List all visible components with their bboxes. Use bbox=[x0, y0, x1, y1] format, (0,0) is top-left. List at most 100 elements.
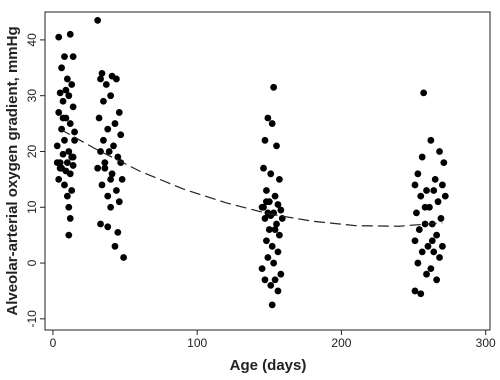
data-point bbox=[418, 153, 426, 161]
data-point bbox=[105, 148, 113, 155]
data-point bbox=[267, 170, 275, 178]
data-point bbox=[65, 92, 73, 100]
data-point bbox=[98, 181, 106, 189]
data-point bbox=[433, 276, 441, 284]
data-point bbox=[59, 150, 67, 158]
data-point bbox=[110, 142, 117, 150]
data-point bbox=[418, 248, 426, 256]
data-point bbox=[104, 125, 112, 133]
data-point bbox=[104, 223, 112, 231]
data-point bbox=[274, 287, 282, 295]
data-point bbox=[115, 198, 123, 206]
data-point bbox=[411, 237, 419, 245]
data-point bbox=[69, 162, 77, 169]
data-point bbox=[430, 248, 438, 256]
data-point bbox=[63, 192, 71, 200]
data-point bbox=[71, 128, 78, 136]
data-point bbox=[414, 259, 422, 267]
data-point bbox=[258, 265, 266, 273]
data-point bbox=[120, 254, 128, 261]
data-point bbox=[421, 203, 429, 211]
data-point bbox=[97, 220, 104, 228]
data-point bbox=[97, 75, 104, 83]
data-point bbox=[417, 192, 425, 200]
data-point bbox=[69, 103, 77, 111]
data-point bbox=[433, 231, 441, 239]
data-point bbox=[277, 270, 285, 278]
data-point bbox=[61, 136, 68, 144]
data-point bbox=[274, 201, 282, 208]
data-point bbox=[65, 231, 73, 239]
x-tick-label: 100 bbox=[187, 336, 207, 350]
data-point bbox=[268, 120, 276, 127]
data-point bbox=[261, 215, 269, 222]
data-point bbox=[438, 242, 446, 250]
data-point bbox=[113, 187, 120, 194]
data-point bbox=[98, 69, 106, 77]
data-point bbox=[56, 164, 64, 172]
data-point bbox=[61, 181, 68, 189]
data-point bbox=[431, 175, 439, 183]
data-point bbox=[265, 226, 273, 233]
data-point bbox=[268, 242, 276, 250]
x-tick-label: 0 bbox=[50, 336, 57, 350]
data-point bbox=[111, 120, 119, 127]
data-point bbox=[420, 89, 428, 97]
data-point bbox=[261, 276, 269, 284]
data-point bbox=[66, 120, 74, 127]
y-tick-label: 30 bbox=[25, 89, 39, 103]
data-point bbox=[271, 276, 279, 284]
data-point bbox=[423, 187, 430, 194]
data-point bbox=[258, 203, 266, 211]
data-point bbox=[413, 209, 420, 217]
data-point bbox=[68, 187, 76, 194]
data-point bbox=[101, 164, 109, 172]
data-point bbox=[421, 220, 429, 228]
data-point bbox=[69, 153, 77, 161]
data-point bbox=[66, 30, 74, 38]
data-point bbox=[273, 220, 280, 228]
data-point bbox=[66, 170, 74, 178]
data-point bbox=[113, 75, 120, 83]
data-point bbox=[95, 114, 103, 122]
data-point bbox=[58, 64, 65, 72]
data-point bbox=[441, 192, 449, 200]
data-point bbox=[55, 175, 63, 183]
data-point bbox=[115, 109, 123, 116]
data-point bbox=[276, 175, 283, 183]
data-point bbox=[417, 290, 425, 298]
data-point bbox=[415, 226, 423, 233]
data-point bbox=[277, 206, 285, 214]
y-tick-label: 10 bbox=[25, 200, 39, 214]
data-point bbox=[436, 254, 443, 261]
data-point bbox=[61, 53, 68, 61]
data-point bbox=[94, 16, 102, 24]
data-point bbox=[261, 136, 269, 144]
data-point bbox=[63, 75, 71, 83]
x-tick-label: 200 bbox=[331, 336, 351, 350]
fit-curve bbox=[59, 128, 443, 227]
y-tick-label: 40 bbox=[25, 33, 39, 47]
data-point bbox=[436, 148, 443, 155]
data-point bbox=[65, 203, 73, 211]
data-point bbox=[270, 259, 278, 267]
data-point bbox=[411, 181, 419, 189]
data-point bbox=[53, 142, 61, 150]
data-point bbox=[270, 83, 278, 91]
data-point bbox=[100, 97, 107, 105]
data-point bbox=[434, 198, 442, 206]
data-point bbox=[59, 114, 67, 122]
data-point bbox=[114, 153, 122, 161]
data-point bbox=[440, 159, 448, 167]
y-axis-title: Alveolar-arterial oxygen gradient, mmHg bbox=[4, 26, 21, 315]
data-point bbox=[117, 131, 125, 139]
data-point bbox=[100, 136, 107, 144]
data-point bbox=[263, 198, 270, 206]
data-point bbox=[69, 53, 77, 61]
data-point bbox=[424, 242, 432, 250]
data-point bbox=[102, 81, 110, 88]
data-point bbox=[118, 175, 126, 183]
data-point bbox=[107, 175, 115, 183]
data-point bbox=[111, 242, 119, 250]
data-point bbox=[263, 187, 270, 194]
